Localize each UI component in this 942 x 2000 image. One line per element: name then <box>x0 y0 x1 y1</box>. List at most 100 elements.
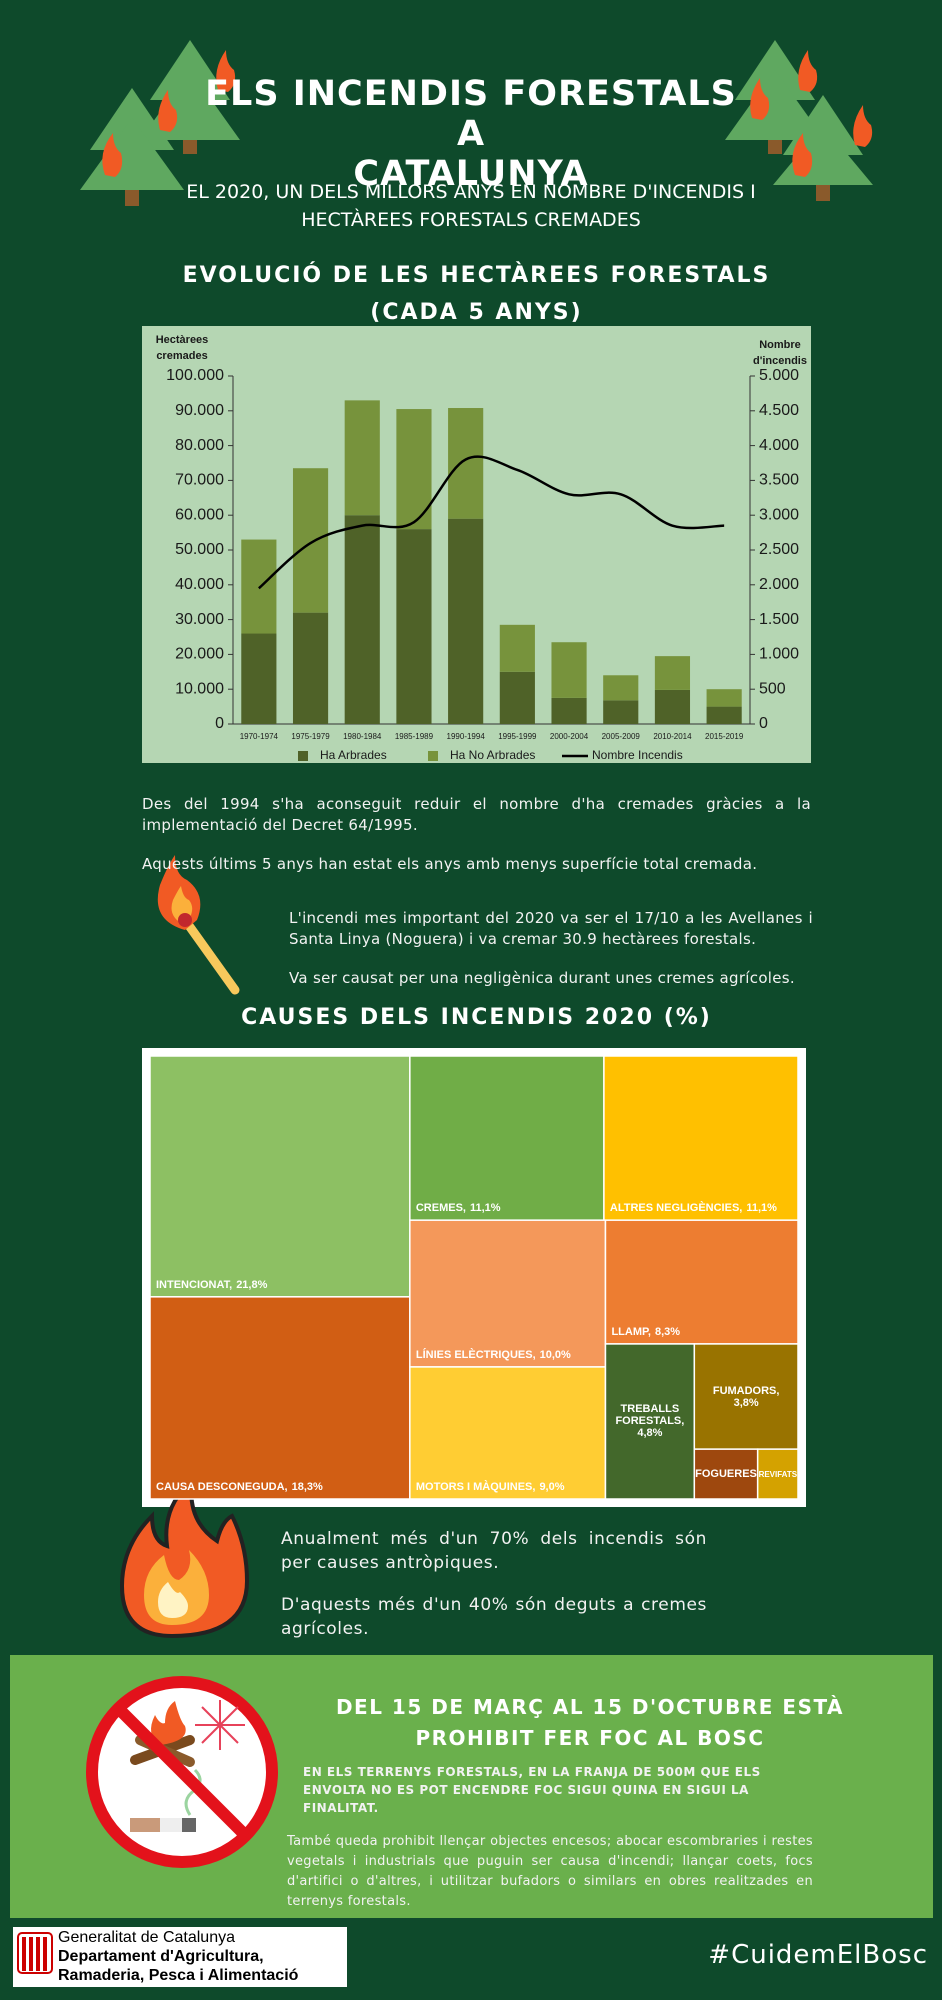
x-tick-label: 2000-2004 <box>550 732 589 741</box>
treemap-label-row: ALTRES NEGLIGÈNCIES, 11,1% <box>610 1202 792 1214</box>
bar <box>551 697 587 724</box>
x-tick-label: 1990-1994 <box>447 732 486 741</box>
x-tick-label: 1980-1984 <box>343 732 382 741</box>
bar <box>706 689 742 707</box>
treemap-label-row: FUMADORS, 3,8% <box>713 1385 780 1409</box>
y-tick-label: 0 <box>215 715 224 732</box>
legend-swatch <box>298 751 308 761</box>
treemap-label: CAUSA DESCONEGUDA, 18,3% <box>150 1297 410 1499</box>
y-tick-label: 40.000 <box>175 576 224 593</box>
match-icon <box>157 855 240 995</box>
treemap-label: FUMADORS, 3,8% <box>694 1344 798 1449</box>
y-tick-label: 90.000 <box>175 402 224 419</box>
legend-label: Nombre Incendis <box>592 748 683 762</box>
banner-title-line: DEL 15 DE MARÇ AL 15 D'OCTUBRE ESTÀ <box>335 1695 845 1719</box>
treemap-label: CREMES, 11,1% <box>410 1056 604 1220</box>
treemap-category: REVIFATS <box>758 1469 798 1479</box>
bar <box>603 675 639 701</box>
chart-title: CAUSES DELS INCENDIS 2020 (%) <box>241 1005 712 1030</box>
x-tick-label: 1970-1974 <box>240 732 279 741</box>
y2-tick-label: 4.000 <box>759 437 799 454</box>
paragraph: L'incendi mes important del 2020 va ser … <box>289 909 813 948</box>
notes2: L'incendi mes important del 2020 va ser … <box>289 908 813 1007</box>
banner-title: DEL 15 DE MARÇ AL 15 D'OCTUBRE ESTÀ PROH… <box>300 1692 880 1754</box>
treemap-cell <box>149 1296 411 1500</box>
treemap-cell <box>604 1343 696 1500</box>
bar <box>448 518 484 724</box>
treemap-label-row: TREBALLS FORESTALS, 4,8% <box>607 1403 692 1439</box>
x-tick-label: 1985-1989 <box>395 732 434 741</box>
subtitle-line: HECTÀREES FORESTALS CREMADES <box>301 209 641 231</box>
y-tick-label: 10.000 <box>175 680 224 697</box>
banner-subtitle: EN ELS TERRENYS FORESTALS, EN LA FRANJA … <box>303 1765 761 1815</box>
treemap-value: 9,0% <box>539 1480 565 1493</box>
bar <box>448 408 484 519</box>
bar <box>499 624 535 672</box>
bar <box>344 515 380 724</box>
treemap-label-row: LÍNIES ELÈCTRIQUES, 10,0% <box>416 1349 600 1361</box>
treemap-label-row: CAUSA DESCONEGUDA, 18,3% <box>156 1481 404 1493</box>
legend-label: Ha No Arbrades <box>450 748 535 762</box>
chart-title-line: (CADA 5 ANYS) <box>370 300 583 325</box>
treemap-category: FUMADORS, <box>712 1384 780 1397</box>
x-tick-label: 2010-2014 <box>653 732 692 741</box>
treemap-category: ALTRES NEGLIGÈNCIES, <box>609 1202 743 1215</box>
y2-tick-label: 2.000 <box>759 576 799 593</box>
x-tick-label: 1995-1999 <box>498 732 537 741</box>
treemap-cell <box>603 1055 799 1221</box>
treemap-label-row: REVIFATS <box>759 1470 798 1479</box>
bar <box>654 689 691 724</box>
treemap-category: INTENCIONAT, <box>156 1278 233 1291</box>
y2-axis-title: Nombre <box>759 339 801 351</box>
y-tick-label: 70.000 <box>175 472 224 489</box>
paragraph: Aquests últims 5 anys han estat els anys… <box>142 855 758 873</box>
treemap-category: LÍNIES ELÈCTRIQUES, <box>415 1348 536 1361</box>
bar <box>499 671 535 724</box>
y-axis-title: cremades <box>156 350 207 362</box>
treemap-label: LÍNIES ELÈCTRIQUES, 10,0% <box>410 1220 606 1367</box>
y-tick-label: 20.000 <box>175 646 224 663</box>
bar <box>396 529 432 724</box>
treemap-category: MOTORS I MÀQUINES, <box>415 1480 536 1493</box>
notes3: Anualment més d'un 70% dels incendis són… <box>281 1527 707 1659</box>
y2-tick-label: 1.500 <box>759 611 799 628</box>
treemap-cell <box>604 1219 799 1345</box>
logo-text: Generalitat de Catalunya Departament d'A… <box>58 1929 348 1985</box>
treemap-category: FOGUERES <box>695 1468 757 1481</box>
trees-left <box>80 40 240 206</box>
treemap-cell <box>756 1448 799 1500</box>
hashtag: #CuidemElBosc <box>708 1940 928 1970</box>
y-tick-label: 50.000 <box>175 541 224 558</box>
title-line: ELS INCENDIS FORESTALS A <box>205 74 737 154</box>
treemap-label-row: CREMES, 11,1% <box>416 1202 598 1214</box>
y2-tick-label: 4.500 <box>759 402 799 419</box>
y2-tick-label: 3.500 <box>759 472 799 489</box>
logo-emblem <box>17 1932 53 1974</box>
treemap-label: MOTORS I MÀQUINES, 9,0% <box>410 1367 606 1499</box>
treemap-category: CREMES, <box>415 1202 466 1215</box>
treemap-category: TREBALLS FORESTALS, <box>615 1403 685 1428</box>
treemap-label: TREBALLS FORESTALS, 4,8% <box>605 1344 694 1499</box>
treemap-label: INTENCIONAT, 21,8% <box>150 1056 410 1297</box>
org: Generalitat de Catalunya <box>58 1929 235 1946</box>
title-line: CATALUNYA <box>353 154 589 194</box>
y-tick-label: 100.000 <box>166 367 224 384</box>
y-tick-label: 80.000 <box>175 437 224 454</box>
paragraph: Va ser causat per una negligènica durant… <box>289 969 795 987</box>
treemap-value: 11,1% <box>746 1202 777 1215</box>
legend-label: Ha Arbrades <box>320 748 387 762</box>
treemap-category: LLAMP, <box>611 1325 651 1338</box>
x-tick-label: 2005-2009 <box>602 732 641 741</box>
y2-tick-label: 3.000 <box>759 506 799 523</box>
treemap-cell <box>693 1448 759 1500</box>
treemap-label: REVIFATS <box>758 1449 798 1499</box>
y-axis-title: Hectàrees <box>156 334 209 346</box>
bar <box>654 656 691 690</box>
x-tick-label: 2015-2019 <box>705 732 744 741</box>
treemap-cell <box>409 1219 607 1368</box>
fire-icon <box>119 1476 250 1639</box>
y2-tick-label: 1.000 <box>759 646 799 663</box>
treemap-label: ALTRES NEGLIGÈNCIES, 11,1% <box>604 1056 798 1220</box>
treemap-label: FOGUERES <box>694 1449 757 1499</box>
